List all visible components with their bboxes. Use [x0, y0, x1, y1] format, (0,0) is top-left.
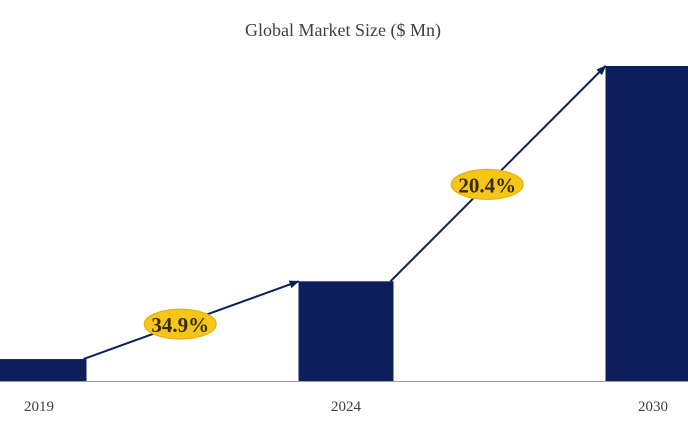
bar-2030 [605, 66, 688, 381]
cagr-badge-2024-2030: 20.4% [450, 168, 524, 200]
cagr-label-2024-2030: 20.4% [458, 173, 516, 197]
bar-2019 [0, 359, 87, 381]
cagr-badge-2019-2024: 34.9% [143, 308, 217, 340]
chart-title: Global Market Size ($ Mn) [245, 20, 441, 41]
cagr-label-2019-2024: 34.9% [151, 313, 209, 337]
x-tick-2019: 2019 [24, 399, 54, 415]
x-tick-2024: 2024 [331, 399, 362, 415]
bar-2024 [298, 281, 394, 381]
x-tick-2030: 2030 [638, 399, 668, 415]
